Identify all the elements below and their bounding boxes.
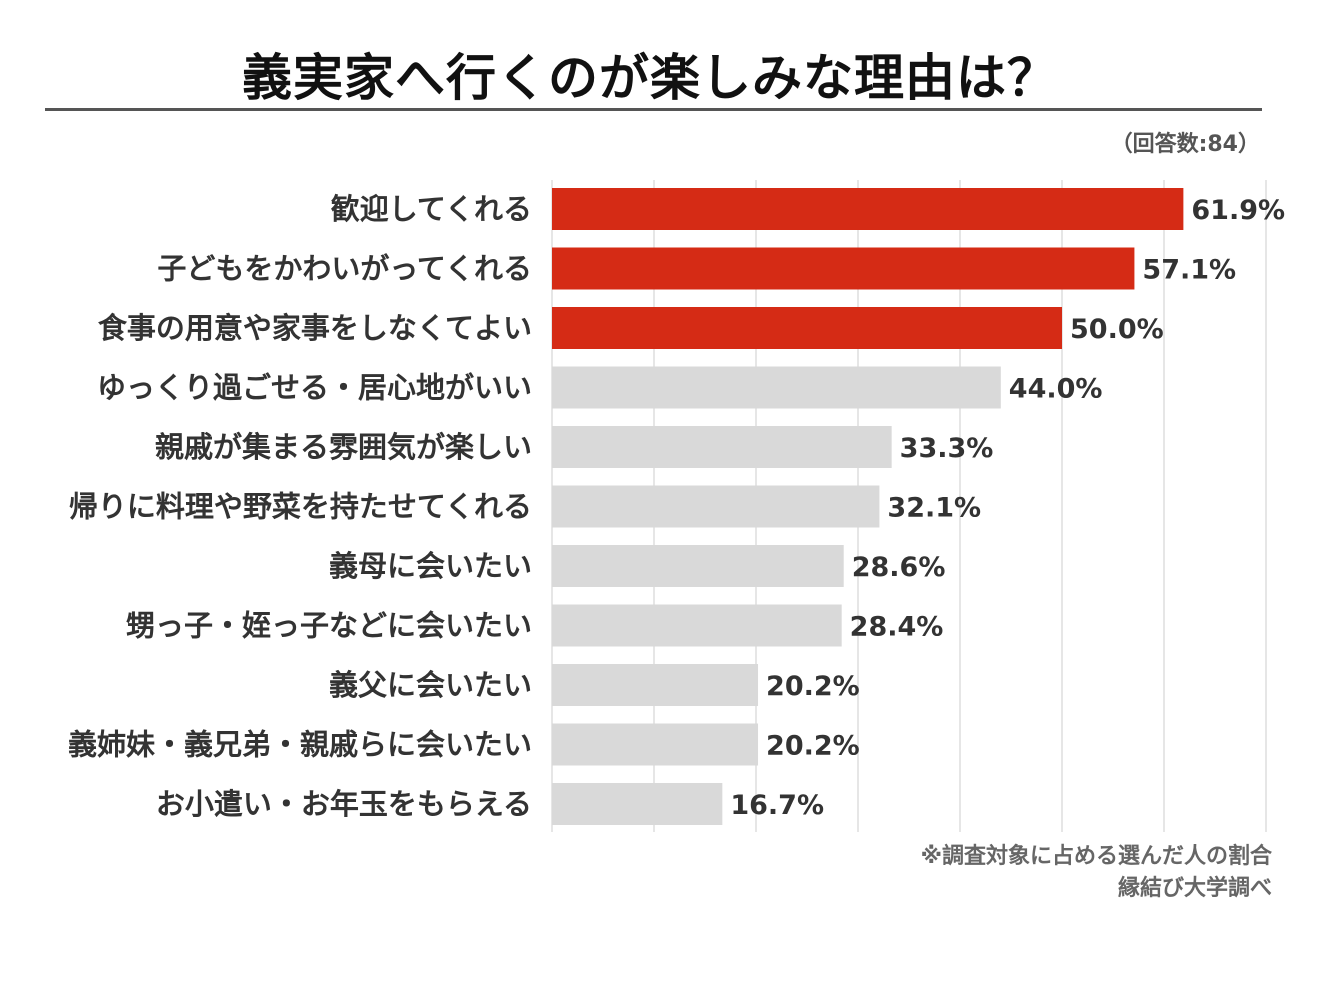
bar	[552, 307, 1062, 349]
data-label: 44.0%	[1009, 374, 1103, 405]
bar	[552, 604, 842, 647]
source-credit: 縁結び大学調べ	[1117, 876, 1272, 901]
data-label: 28.4%	[850, 612, 944, 643]
bar	[552, 664, 759, 706]
bar	[552, 366, 1001, 409]
bar	[552, 247, 1135, 290]
footnote: ※調査対象に占める選んだ人の割合	[920, 844, 1272, 869]
category-label: 歓迎してくれる	[331, 192, 532, 226]
data-label: 57.1%	[1142, 255, 1236, 286]
category-label: 食事の用意や家事をしなくてよい	[98, 311, 532, 345]
category-label: 義母に会いたい	[329, 549, 532, 583]
bar	[552, 545, 844, 587]
category-label: 親戚が集まる雰囲気が楽しい	[155, 430, 532, 464]
category-label: ゆっくり過ごせる・居心地がいい	[97, 371, 532, 405]
data-label: 20.2%	[766, 731, 860, 762]
category-label: 甥っ子・姪っ子などに会いたい	[126, 609, 532, 643]
data-label: 61.9%	[1191, 195, 1285, 226]
chart-title: 義実家へ行くのが楽しみな理由は？	[242, 49, 1058, 107]
data-label: 16.7%	[730, 790, 824, 821]
bar	[552, 723, 759, 766]
data-label: 33.3%	[900, 433, 994, 464]
category-label: 子どもをかわいがってくれる	[157, 252, 532, 286]
sample-size-note: （回答数:84）	[1110, 132, 1260, 157]
category-label: お小遣い・お年玉をもらえる	[156, 787, 532, 821]
bar	[552, 188, 1184, 230]
category-label: 義姉妹・義兄弟・親戚らに会いたい	[68, 728, 532, 762]
category-label: 帰りに料理や野菜を持たせてくれる	[69, 490, 532, 524]
data-label: 20.2%	[766, 671, 860, 702]
data-label: 50.0%	[1070, 314, 1164, 345]
title-divider	[45, 108, 1262, 111]
data-label: 28.6%	[852, 552, 946, 583]
bar	[552, 485, 880, 528]
bar	[552, 783, 723, 825]
bar	[552, 426, 892, 468]
category-label: 義父に会いたい	[329, 668, 532, 702]
data-label: 32.1%	[887, 493, 981, 524]
